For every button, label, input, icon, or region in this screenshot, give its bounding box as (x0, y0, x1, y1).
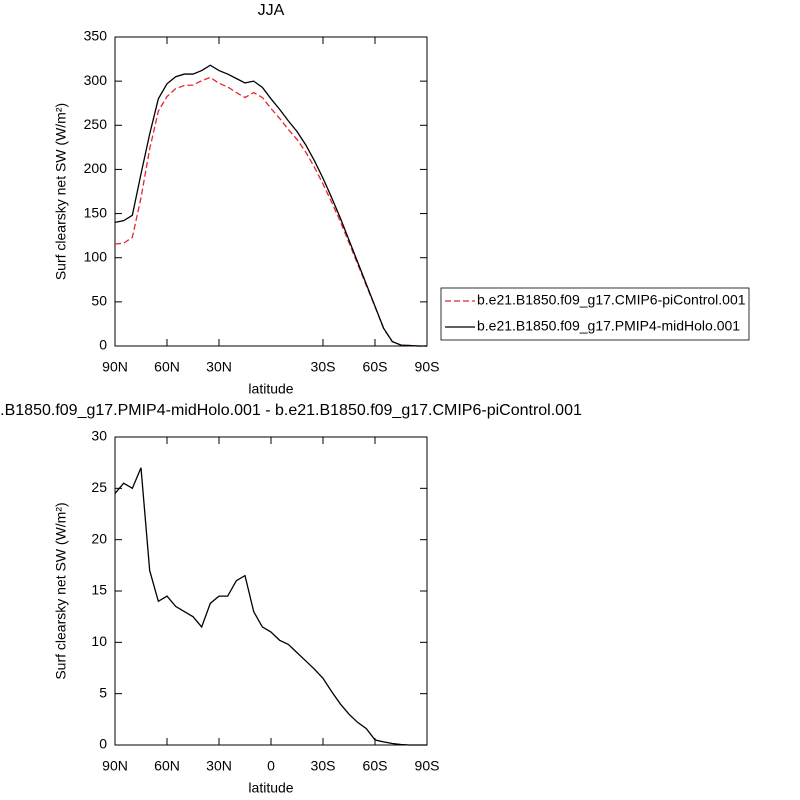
data-line (114, 467, 427, 746)
y-tick-label: 10 (91, 633, 107, 649)
x-tick-label: 90S (415, 359, 440, 375)
y-tick-label: 0 (99, 337, 107, 353)
legend-label: b.e21.B1850.f09_g17.PMIP4-midHolo.001 (477, 318, 740, 334)
x-tick-label: 0 (267, 758, 275, 774)
x-tick-label: 30S (311, 359, 336, 375)
y-tick-label: 200 (84, 160, 108, 176)
chart-title: JJA (258, 2, 285, 19)
y-tick-label: 5 (99, 684, 107, 700)
y-tick-label: 100 (84, 248, 108, 264)
plot-frame (114, 436, 428, 746)
data-line (114, 64, 427, 347)
y-tick-label: 50 (91, 293, 107, 309)
y-tick-label: 20 (91, 530, 107, 546)
legend-label: b.e21.B1850.f09_g17.CMIP6-piControl.001 (477, 292, 746, 308)
y-tick-label: 30 (91, 428, 107, 444)
y-axis-label: Surf clearsky net SW (W/m²) (53, 502, 69, 679)
x-tick-label: 60N (154, 359, 180, 375)
x-tick-label: 30N (206, 359, 232, 375)
y-tick-label: 15 (91, 582, 107, 598)
x-tick-label: 90S (415, 758, 440, 774)
y-tick-label: 25 (91, 479, 107, 495)
x-tick-label: 90N (102, 758, 128, 774)
x-tick-label: 90N (102, 359, 128, 375)
plot-frame (114, 36, 428, 347)
y-tick-label: 0 (99, 736, 107, 752)
y-axis-label: Surf clearsky net SW (W/m²) (53, 103, 69, 280)
y-tick-label: 300 (84, 72, 108, 88)
y-tick-label: 250 (84, 116, 108, 132)
legend-box (440, 287, 750, 341)
x-tick-label: 60S (363, 359, 388, 375)
chart-title: b.e21.B1850.f09_g17.PMIP4-midHolo.001 - … (0, 402, 582, 419)
x-axis-label: latitude (248, 381, 293, 397)
x-tick-label: 30N (206, 758, 232, 774)
x-tick-label: 60S (363, 758, 388, 774)
y-tick-label: 350 (84, 28, 108, 44)
y-tick-label: 150 (84, 204, 108, 220)
x-tick-label: 30S (311, 758, 336, 774)
x-axis-label: latitude (248, 780, 293, 796)
data-line (114, 76, 427, 347)
x-tick-label: 60N (154, 758, 180, 774)
